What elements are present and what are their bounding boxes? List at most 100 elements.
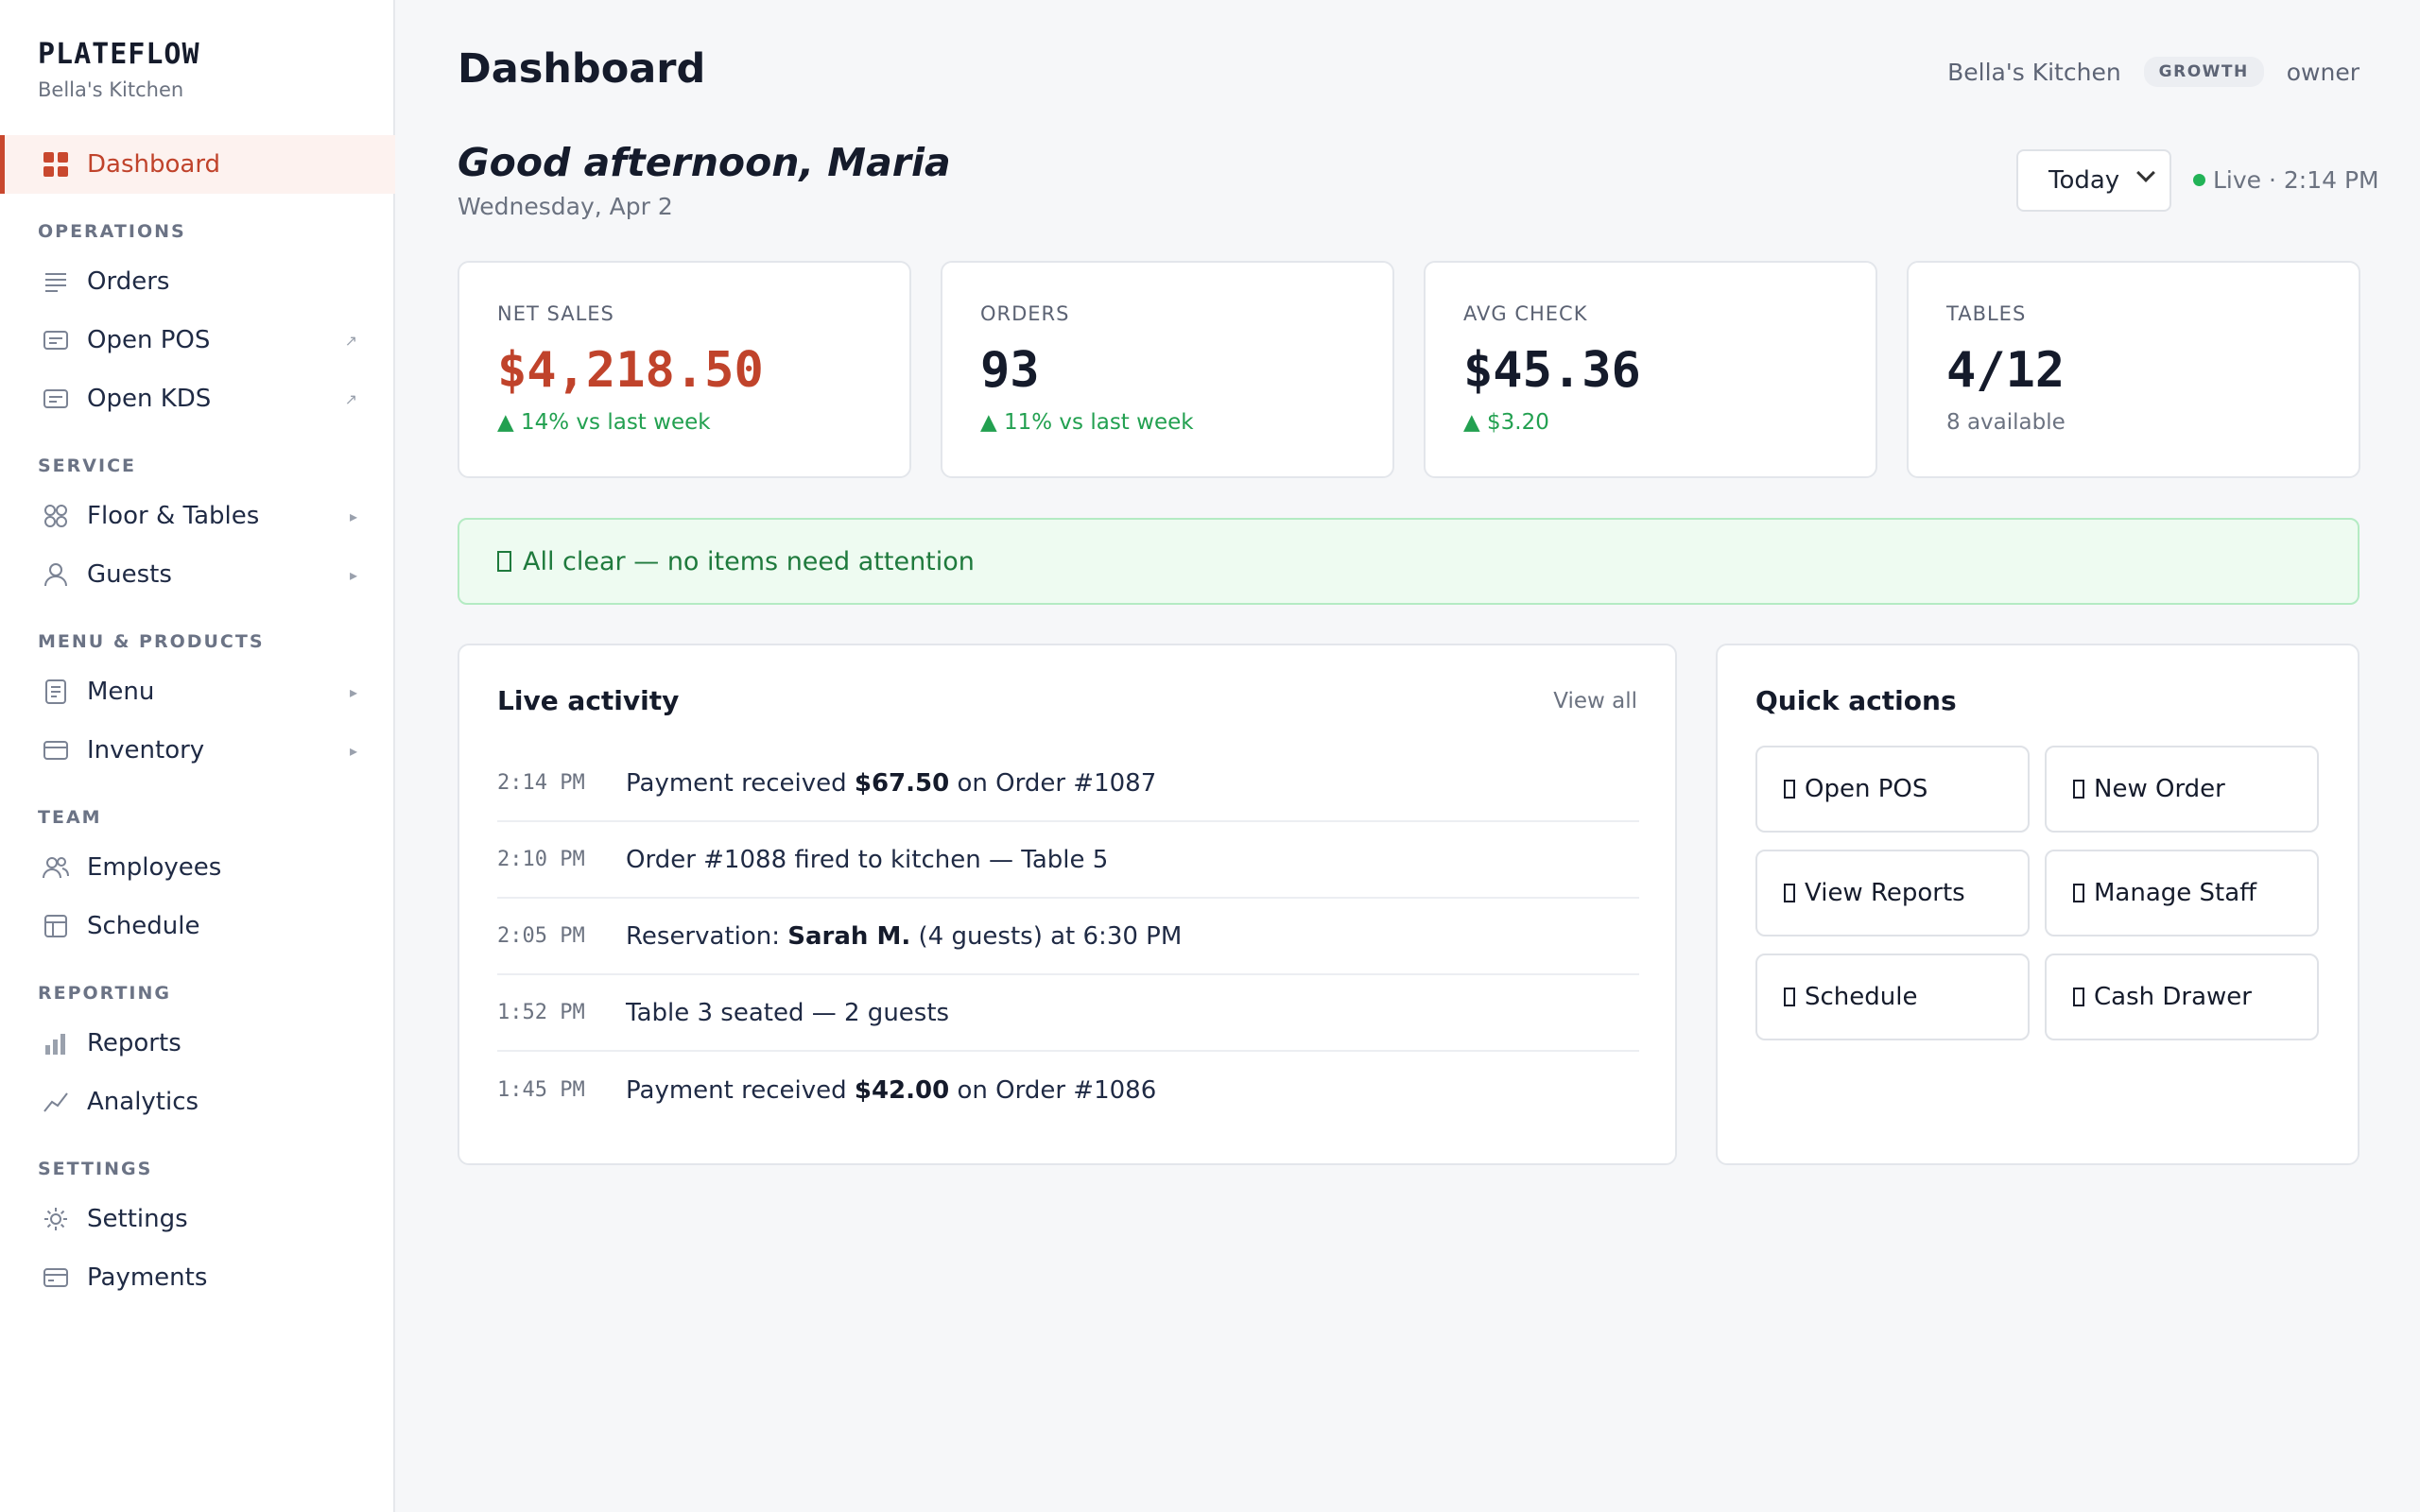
new-order-button[interactable]: New Order	[2045, 746, 2319, 833]
activity-row: 2:14 PM Payment received $67.50 on Order…	[497, 746, 1639, 822]
manage-staff-button[interactable]: Manage Staff	[2045, 850, 2319, 936]
activity-time: 1:45 PM	[497, 1078, 585, 1102]
sidebar-item-schedule[interactable]: Schedule	[0, 897, 395, 955]
schedule-button[interactable]: Schedule	[1755, 954, 2030, 1040]
sidebar-item-analytics[interactable]: Analytics	[0, 1073, 395, 1131]
sidebar-item-label: Analytics	[87, 1088, 199, 1116]
kpi-delta: ▲ 14% vs last week	[497, 410, 711, 435]
sidebar-item-employees[interactable]: Employees	[0, 838, 395, 897]
sidebar-item-label: Inventory	[87, 736, 205, 765]
sidebar-item-reports[interactable]: Reports	[0, 1014, 395, 1073]
sidebar-item-floor-tables[interactable]: Floor & Tables ▸	[0, 487, 395, 545]
sidebar: PLATEFLOW Bella's Kitchen Dashboard OPER…	[0, 0, 395, 1512]
brand: PLATEFLOW Bella's Kitchen	[38, 38, 200, 101]
sidebar-item-inventory[interactable]: Inventory ▸	[0, 721, 395, 780]
pos-icon	[42, 326, 70, 354]
section-menu-products: MENU & PRODUCTS	[38, 631, 265, 652]
sidebar-item-guests[interactable]: Guests ▸	[0, 545, 395, 604]
menu-doc-icon	[42, 678, 70, 706]
greeting: Good afternoon, Maria	[458, 140, 951, 185]
status-alert: All clear — no items need attention	[458, 518, 2360, 605]
check-icon	[497, 551, 511, 572]
sidebar-item-open-kds[interactable]: Open KDS ↗	[0, 369, 395, 428]
chevron-right-icon: ▸	[349, 507, 357, 525]
sidebar-item-payments[interactable]: Payments	[0, 1248, 395, 1307]
sidebar-item-label: Open KDS	[87, 385, 212, 413]
activity-time: 2:05 PM	[497, 924, 585, 948]
section-team: TEAM	[38, 807, 102, 828]
kpi-label: NET SALES	[497, 302, 614, 325]
sidebar-item-label: Payments	[87, 1263, 208, 1292]
quick-actions-title: Quick actions	[1755, 685, 1957, 716]
dashboard-grid-icon	[42, 150, 70, 179]
activity-text: Payment received $42.00 on Order #1086	[626, 1075, 1157, 1105]
kpi-label: ORDERS	[980, 302, 1070, 325]
current-date: Wednesday, Apr 2	[458, 193, 673, 220]
chart-icon	[1784, 884, 1795, 902]
section-service: SERVICE	[38, 455, 136, 476]
bar-chart-icon	[42, 1029, 70, 1057]
sidebar-item-menu[interactable]: Menu ▸	[0, 662, 395, 721]
live-status-text: Live · 2:14 PM	[2213, 166, 2379, 194]
brand-subtitle: Bella's Kitchen	[38, 78, 184, 101]
page-title: Dashboard	[458, 45, 706, 93]
date-range-select[interactable]: Today	[2016, 149, 2171, 212]
kpi-card-net-sales: NET SALES $4,218.50 ▲ 14% vs last week	[458, 261, 911, 478]
cash-drawer-button[interactable]: Cash Drawer	[2045, 954, 2319, 1040]
sidebar-item-label: Employees	[87, 853, 222, 882]
box-icon	[42, 736, 70, 765]
sidebar-item-settings[interactable]: Settings	[0, 1190, 395, 1248]
live-activity-title: Live activity	[497, 685, 680, 716]
view-all-link[interactable]: View all	[1553, 689, 1637, 713]
sidebar-item-label: Menu	[87, 678, 155, 706]
people-icon	[42, 853, 70, 882]
pos-icon	[1784, 780, 1795, 799]
sidebar-item-dashboard[interactable]: Dashboard	[0, 135, 395, 194]
live-status: Live · 2:14 PM	[2193, 166, 2379, 194]
calendar-icon	[42, 912, 70, 940]
kpi-value: $45.36	[1463, 342, 1641, 399]
brand-logo: PLATEFLOW	[38, 38, 200, 71]
sidebar-item-label: Guests	[87, 560, 172, 589]
section-operations: OPERATIONS	[38, 221, 186, 242]
status-alert-text: All clear — no items need attention	[523, 546, 975, 576]
external-link-icon: ↗	[344, 389, 357, 408]
kpi-label: AVG CHECK	[1463, 302, 1588, 325]
activity-row: 2:05 PM Reservation: Sarah M. (4 guests)…	[497, 899, 1639, 975]
sidebar-item-open-pos[interactable]: Open POS ↗	[0, 311, 395, 369]
view-reports-button[interactable]: View Reports	[1755, 850, 2030, 936]
kpi-card-tables: TABLES 4/12 8 available	[1907, 261, 2360, 478]
date-range-value: Today	[2048, 166, 2120, 195]
plus-icon	[2073, 780, 2084, 799]
kpi-delta: 8 available	[1946, 410, 2066, 435]
section-reporting: REPORTING	[38, 983, 171, 1004]
chevron-right-icon: ▸	[349, 565, 357, 584]
user-role[interactable]: owner	[2286, 58, 2360, 86]
open-pos-button[interactable]: Open POS	[1755, 746, 2030, 833]
activity-row: 1:52 PM Table 3 seated — 2 guests	[497, 975, 1639, 1052]
activity-text: Order #1088 fired to kitchen — Table 5	[626, 845, 1109, 874]
activity-time: 2:14 PM	[497, 771, 585, 795]
sidebar-item-label: Settings	[87, 1205, 188, 1233]
org-name: Bella's Kitchen	[1947, 58, 2121, 86]
tables-icon	[42, 502, 70, 530]
trend-line-icon	[42, 1088, 70, 1116]
sidebar-item-orders[interactable]: Orders	[0, 252, 395, 311]
cash-icon	[2073, 988, 2084, 1006]
person-icon	[42, 560, 70, 589]
calendar-icon	[1784, 988, 1795, 1006]
sidebar-item-label: Schedule	[87, 912, 200, 940]
kpi-value: 4/12	[1946, 342, 2066, 399]
kpi-delta: ▲ 11% vs last week	[980, 410, 1194, 435]
activity-row: 1:45 PM Payment received $42.00 on Order…	[497, 1052, 1639, 1128]
kds-icon	[42, 385, 70, 413]
kpi-value: 93	[980, 342, 1040, 399]
people-icon	[2073, 884, 2084, 902]
card-icon	[42, 1263, 70, 1292]
live-dot-icon	[2193, 174, 2205, 186]
kpi-label: TABLES	[1946, 302, 2027, 325]
plan-badge: GROWTH	[2143, 57, 2264, 87]
activity-time: 1:52 PM	[497, 1001, 585, 1024]
activity-text: Reservation: Sarah M. (4 guests) at 6:30…	[626, 921, 1183, 951]
sidebar-item-label: Reports	[87, 1029, 182, 1057]
